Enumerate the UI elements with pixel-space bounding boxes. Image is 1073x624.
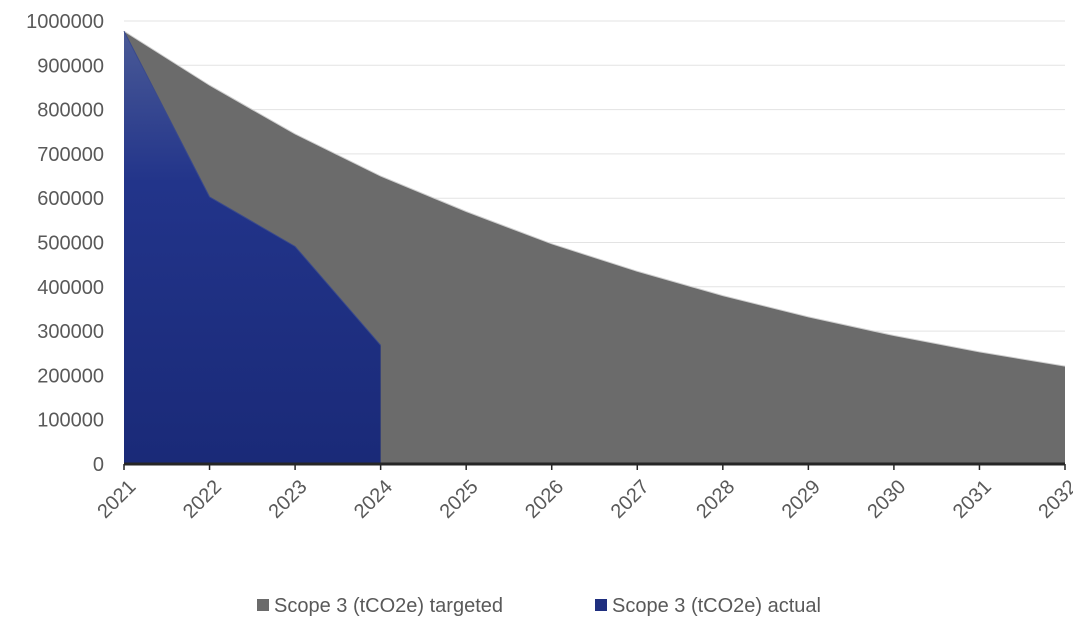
x-axis [123,462,1066,470]
x-tick-label: 2026 [521,476,568,523]
y-tick-label: 100000 [37,410,104,432]
area-series-actual-edge [123,30,382,346]
x-tick-label: 2028 [692,476,739,523]
y-tick-label: 1000000 [26,11,104,33]
x-tick-label: 2025 [436,476,483,523]
x-axis-tick-labels: 2021 2022 2023 2024 2025 2026 2027 2028 2029 2030… [93,476,1073,523]
legend-swatch-actual [595,599,607,611]
legend-swatch-targeted [257,599,269,611]
y-tick-label: 0 [93,454,104,476]
legend: Scope 3 (tCO2e) targeted Scope 3 (tCO2e) … [257,595,821,617]
x-tick-label: 2030 [863,476,910,523]
x-tick-label: 2029 [778,476,825,523]
y-tick-label: 600000 [37,188,104,210]
y-tick-label: 400000 [37,277,104,299]
x-tick-label: 2024 [350,476,397,523]
x-tick-label: 2023 [265,476,312,523]
legend-label-actual: Scope 3 (tCO2e) actual [612,595,821,617]
area-series-actual [124,31,381,464]
y-tick-label: 700000 [37,144,104,166]
y-axis-tick-labels: 0 100000 200000 300000 400000 500000 600000 700… [26,11,104,476]
x-tick-label: 2027 [607,476,654,523]
x-tick-label: 2031 [949,476,996,523]
y-tick-label: 800000 [37,100,104,122]
y-tick-label: 900000 [37,55,104,77]
area-series-targeted-edge [123,30,1066,367]
y-tick-label: 500000 [37,233,104,255]
x-tick-label: 2032 [1034,476,1073,523]
y-tick-label: 200000 [37,365,104,387]
legend-label-targeted: Scope 3 (tCO2e) targeted [274,595,503,617]
x-tick-label: 2021 [93,476,140,523]
series-areas [123,30,1066,464]
y-tick-label: 300000 [37,321,104,343]
x-tick-label: 2022 [179,476,226,523]
